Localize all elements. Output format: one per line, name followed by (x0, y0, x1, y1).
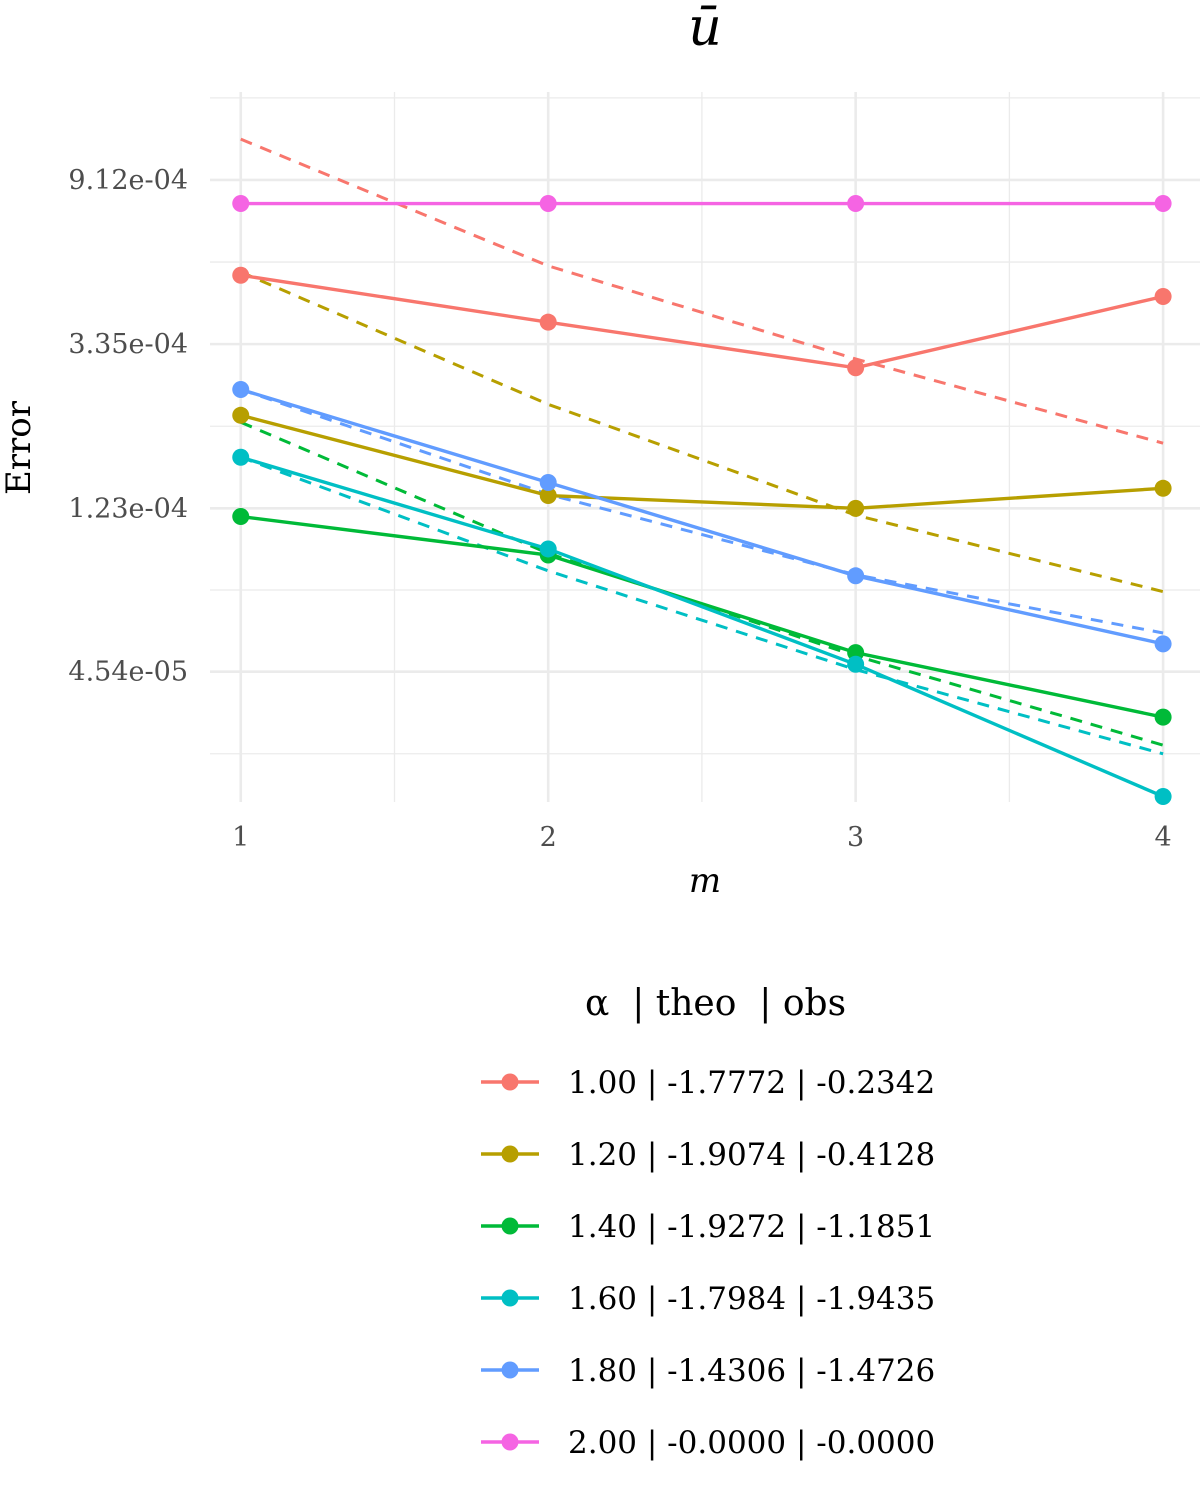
legend-item: 1.80 | -1.4306 | -1.4726 (481, 1353, 935, 1389)
legend-key-point (501, 1433, 519, 1451)
series-1-point (539, 487, 557, 505)
series-5-point (847, 195, 865, 213)
chart-title: ū (688, 0, 722, 58)
x-tick-labels: 1 2 3 4 (232, 822, 1172, 853)
legend-label: 1.60 | -1.7984 | -1.9435 (568, 1281, 935, 1317)
series-2-point (232, 508, 250, 526)
legend-key-point (501, 1217, 519, 1235)
series-2-point (847, 644, 865, 662)
legend-key-point (501, 1073, 519, 1091)
series-0-theoretical-line (240, 137, 1164, 445)
series-3-theoretical-line (240, 455, 1164, 756)
x-tick-label: 4 (1155, 822, 1172, 853)
legend-label: 1.00 | -1.7772 | -0.2342 (568, 1065, 935, 1101)
series-3-point (847, 655, 865, 673)
series-3-observed-line (240, 455, 1164, 799)
series-0-point (847, 359, 865, 377)
x-tick-label: 1 (232, 822, 249, 853)
series-1-point (232, 406, 250, 424)
legend-item: 2.00 | -0.0000 | -0.0000 (481, 1425, 935, 1461)
series-4-point (847, 567, 865, 585)
series-3-point (539, 540, 557, 558)
series-4-theoretical-line (240, 388, 1164, 635)
legend: 1.00 | -1.7772 | -0.2342 1.20 | -1.9074 |… (481, 1065, 935, 1461)
x-tick-label: 3 (847, 822, 864, 853)
series-5-point (539, 195, 557, 213)
legend-key-point (501, 1145, 519, 1163)
series-0-observed-line (240, 273, 1164, 370)
y-axis-title: Error (0, 400, 39, 495)
series-4-point (232, 380, 250, 398)
legend-item: 1.00 | -1.7772 | -0.2342 (481, 1065, 935, 1101)
legend-item: 1.20 | -1.9074 | -0.4128 (481, 1137, 935, 1173)
series-3-point (1154, 787, 1172, 805)
series-1-theoretical-line (240, 270, 1164, 594)
series-1-observed-line (240, 413, 1164, 511)
series-2-point (1154, 708, 1172, 726)
legend-key-point (501, 1289, 519, 1307)
series-5-point (232, 195, 250, 213)
y-tick-label: 3.35e-04 (68, 329, 188, 360)
y-tick-label: 1.23e-04 (68, 493, 188, 524)
legend-label: 1.40 | -1.9272 | -1.1851 (568, 1209, 935, 1245)
series-0-point (539, 313, 557, 331)
legend-title: α | theo | obs (585, 983, 846, 1024)
series-1-point (847, 499, 865, 517)
series-4-observed-line (240, 387, 1164, 646)
y-tick-labels: 9.12e-04 3.35e-04 1.23e-04 4.54e-05 (68, 165, 188, 688)
series-4-point (1154, 635, 1172, 653)
x-tick-label: 2 (540, 822, 557, 853)
series-4-point (539, 474, 557, 492)
series-0-point (1154, 287, 1172, 305)
legend-label: 1.80 | -1.4306 | -1.4726 (568, 1353, 935, 1389)
series-3-point (232, 448, 250, 466)
x-axis-title: m (689, 861, 721, 901)
series-1-point (1154, 479, 1172, 497)
series-0-point (232, 266, 250, 284)
series-2-observed-line (240, 514, 1164, 719)
y-tick-label: 9.12e-04 (68, 165, 188, 196)
series-layer (232, 137, 1172, 805)
legend-label: 1.20 | -1.9074 | -0.4128 (568, 1137, 935, 1173)
legend-item: 1.40 | -1.9272 | -1.1851 (481, 1209, 935, 1245)
legend-label: 2.00 | -0.0000 | -0.0000 (568, 1425, 935, 1461)
legend-item: 1.60 | -1.7984 | -1.9435 (481, 1281, 935, 1317)
y-tick-label: 4.54e-05 (68, 657, 188, 688)
series-5-point (1154, 195, 1172, 213)
grid-minor (210, 92, 1200, 802)
legend-key-point (501, 1361, 519, 1379)
